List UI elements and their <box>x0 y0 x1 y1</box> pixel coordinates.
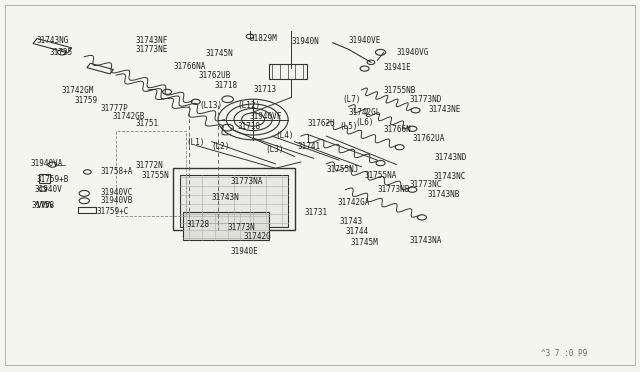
Text: 31743N: 31743N <box>212 193 239 202</box>
Text: 31762U: 31762U <box>307 119 335 128</box>
Text: 31755NB: 31755NB <box>384 86 416 94</box>
Text: (L6): (L6) <box>355 118 374 127</box>
Text: 31743NG: 31743NG <box>36 36 69 45</box>
Text: 31742GA: 31742GA <box>338 198 370 207</box>
Text: 31940VB: 31940VB <box>100 196 132 205</box>
Bar <box>173 167 294 230</box>
Text: 31742GM: 31742GM <box>62 86 94 94</box>
Text: 31713: 31713 <box>253 85 276 94</box>
Text: 31773NB: 31773NB <box>378 185 410 194</box>
Text: 31773NC: 31773NC <box>409 180 442 189</box>
Text: 31762UB: 31762UB <box>199 71 231 80</box>
Text: 31728: 31728 <box>186 220 209 229</box>
Text: 31773N: 31773N <box>228 223 255 232</box>
Text: 31741: 31741 <box>298 142 321 151</box>
Text: (L5): (L5) <box>339 122 358 131</box>
Text: 31743: 31743 <box>339 217 362 225</box>
Text: 31758: 31758 <box>32 201 55 210</box>
Text: 31725: 31725 <box>49 48 72 57</box>
Text: 31731: 31731 <box>304 208 327 217</box>
Text: (L2): (L2) <box>212 142 230 151</box>
Text: 31718: 31718 <box>237 122 260 131</box>
Text: 31759: 31759 <box>75 96 98 105</box>
Text: 31755NA: 31755NA <box>365 171 397 180</box>
Text: 31743NE: 31743NE <box>428 105 461 114</box>
Text: 31773NA: 31773NA <box>231 177 263 186</box>
Text: ^3 7 :0 P9: ^3 7 :0 P9 <box>541 349 588 358</box>
Text: (L4): (L4) <box>275 131 294 140</box>
Bar <box>269 64 307 79</box>
Text: 31940VE: 31940VE <box>349 36 381 45</box>
Bar <box>180 175 288 227</box>
Text: 31751: 31751 <box>135 119 158 128</box>
Text: 31940VC: 31940VC <box>100 188 132 197</box>
Text: 31758+A: 31758+A <box>100 167 132 176</box>
Text: 31759+B: 31759+B <box>36 175 69 184</box>
Text: 31773ND: 31773ND <box>409 95 442 104</box>
Text: (L3): (L3) <box>266 145 284 154</box>
Text: 31772N: 31772N <box>135 161 163 170</box>
Text: 31777P: 31777P <box>100 104 128 113</box>
Text: 31759+C: 31759+C <box>97 206 129 216</box>
Text: 31762UA: 31762UA <box>412 134 445 142</box>
Text: 31744: 31744 <box>346 227 369 235</box>
Text: 31940E: 31940E <box>231 247 259 256</box>
Text: 31940VF: 31940VF <box>250 112 282 121</box>
Text: 31742GB: 31742GB <box>113 112 145 121</box>
Text: 31941E: 31941E <box>384 63 412 72</box>
Text: 31829M: 31829M <box>250 34 278 43</box>
Bar <box>183 212 269 240</box>
Text: 31742GL: 31742GL <box>349 108 381 118</box>
Text: (L13): (L13) <box>199 101 222 110</box>
Text: (L12): (L12) <box>237 101 260 110</box>
Text: (L1): (L1) <box>186 138 205 147</box>
Text: 31743NA: 31743NA <box>409 236 442 245</box>
Text: 31940VA: 31940VA <box>30 159 63 169</box>
Text: 31773NE: 31773NE <box>135 45 168 54</box>
Text: 31745M: 31745M <box>351 238 378 247</box>
Text: 31718: 31718 <box>215 81 238 90</box>
Text: 31766NA: 31766NA <box>173 61 206 71</box>
Text: 31940N: 31940N <box>291 37 319 46</box>
Text: 31743NC: 31743NC <box>433 172 466 181</box>
Text: 31940VG: 31940VG <box>396 48 429 57</box>
Text: 31755NJ: 31755NJ <box>326 165 359 174</box>
Text: 31743ND: 31743ND <box>435 153 467 162</box>
Text: 31743NB: 31743NB <box>427 190 460 199</box>
Text: 31766N: 31766N <box>384 125 412 134</box>
Text: (L7): (L7) <box>342 95 361 104</box>
Bar <box>116 131 186 215</box>
Text: 31742G: 31742G <box>244 232 271 241</box>
Text: 31745N: 31745N <box>205 49 233 58</box>
Text: 31755N: 31755N <box>141 171 170 180</box>
Text: 31743NF: 31743NF <box>135 36 168 45</box>
Text: 31940V: 31940V <box>35 185 62 194</box>
